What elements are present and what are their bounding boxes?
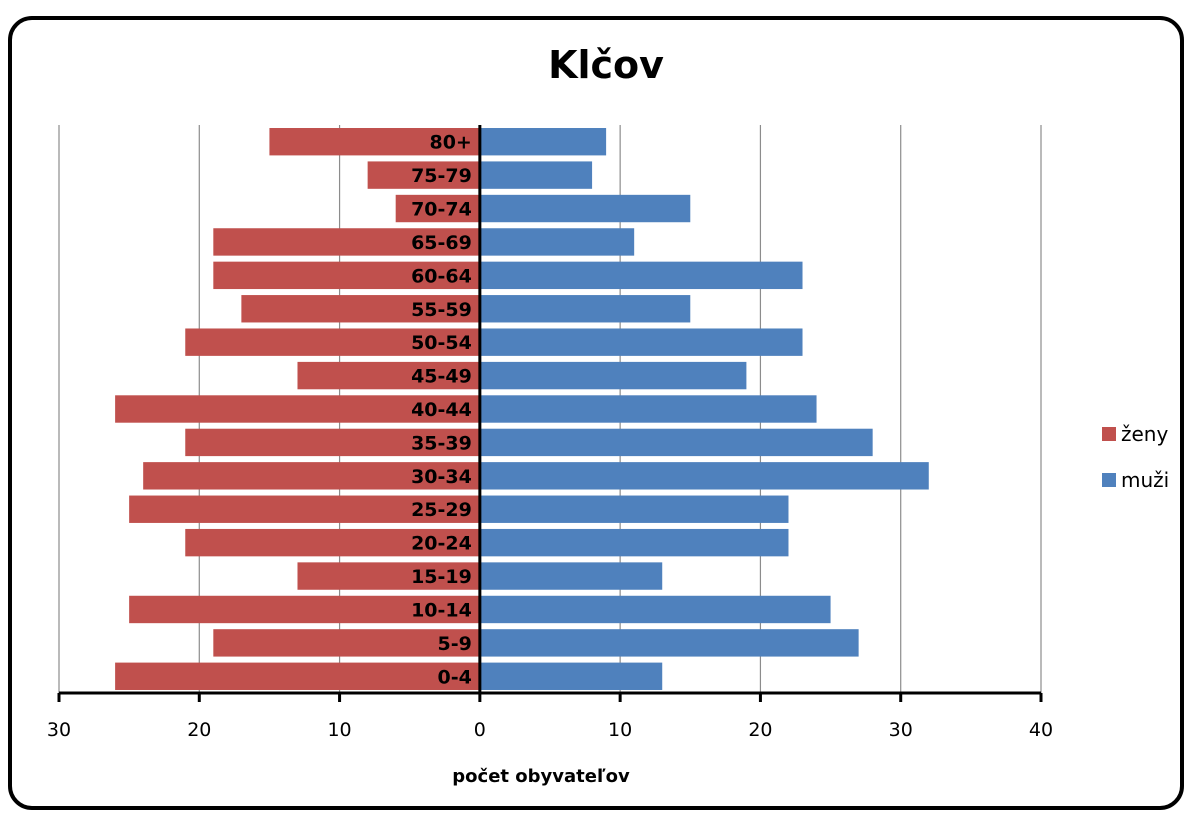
bar-muzi-75-79 <box>479 161 593 189</box>
category-label-10-14: 10-14 <box>411 599 472 621</box>
category-label-0-4: 0-4 <box>438 666 472 688</box>
bar-muzi-15-19 <box>479 562 663 590</box>
bar-muzi-40-44 <box>479 395 817 423</box>
legend-swatch-ženy <box>1102 427 1116 441</box>
x-tick-label: 10 <box>327 719 351 741</box>
category-label-25-29: 25-29 <box>411 499 472 521</box>
x-tick-label: 40 <box>1029 719 1053 741</box>
category-labels: 0-4 5-9 10-14 15-19 20-24 25-29 30-34 35-39 40-4… <box>411 132 472 689</box>
category-label-15-19: 15-19 <box>411 566 472 588</box>
bar-zeny-70-74 <box>395 194 480 223</box>
category-label-20-24: 20-24 <box>411 533 472 555</box>
bar-zeny-55-59 <box>241 295 480 323</box>
bar-zeny-20-24 <box>185 528 480 557</box>
bar-muzi-5-9 <box>479 629 859 657</box>
bar-muzi-20-24 <box>479 528 789 557</box>
category-label-50-54: 50-54 <box>411 332 472 354</box>
x-tick-label: 10 <box>608 719 632 741</box>
x-axis-title: počet obyvateľov <box>452 766 630 787</box>
tick-labels: 30 20 10 0 10 20 30 40 <box>47 719 1053 741</box>
legend-swatch-muži <box>1102 473 1116 487</box>
bar-zeny-30-34 <box>143 462 480 490</box>
x-tick-label: 20 <box>748 719 772 741</box>
bar-muzi-35-39 <box>479 428 873 457</box>
category-label-40-44: 40-44 <box>411 399 472 421</box>
legend-label-ženy: ženy <box>1121 422 1168 446</box>
category-label-45-49: 45-49 <box>411 366 472 388</box>
bar-muzi-70-74 <box>479 194 691 223</box>
category-label-65-69: 65-69 <box>411 232 472 254</box>
category-label-55-59: 55-59 <box>411 299 472 321</box>
category-label-30-34: 30-34 <box>411 466 472 488</box>
category-label-70-74: 70-74 <box>411 199 472 221</box>
bar-zeny-25-29 <box>129 495 480 523</box>
bar-zeny-75-79 <box>367 161 480 189</box>
chart-title: Klčov <box>548 43 664 87</box>
bar-zeny-0-4 <box>115 662 480 690</box>
bar-muzi-10-14 <box>479 595 831 624</box>
category-label-75-79: 75-79 <box>411 165 472 187</box>
axes <box>57 125 1043 702</box>
bar-muzi-30-34 <box>479 462 929 490</box>
bar-muzi-50-54 <box>479 328 803 356</box>
bar-zeny-15-19 <box>297 562 480 590</box>
category-label-5-9: 5-9 <box>438 633 472 655</box>
x-tick-label: 30 <box>889 719 913 741</box>
x-tick-label: 20 <box>187 719 211 741</box>
category-label-80+: 80+ <box>429 132 471 154</box>
bar-zeny-65-69 <box>213 228 480 256</box>
bar-zeny-80+ <box>269 128 480 156</box>
bar-muzi-80+ <box>479 128 607 156</box>
legend: ženy muži <box>1102 422 1169 492</box>
bar-zeny-5-9 <box>213 629 480 657</box>
bar-zeny-45-49 <box>297 361 480 390</box>
bar-muzi-0-4 <box>479 662 663 690</box>
bar-zeny-50-54 <box>185 328 480 356</box>
bar-muzi-55-59 <box>479 295 691 323</box>
bar-muzi-65-69 <box>479 228 635 256</box>
legend-label-muži: muži <box>1121 468 1169 492</box>
x-tick-label: 0 <box>474 719 486 741</box>
bar-muzi-25-29 <box>479 495 789 523</box>
category-label-60-64: 60-64 <box>411 265 472 287</box>
x-tick-label: 30 <box>47 719 71 741</box>
bars <box>115 128 929 690</box>
bar-zeny-10-14 <box>129 595 480 624</box>
bar-zeny-60-64 <box>213 261 480 290</box>
bar-zeny-40-44 <box>115 395 480 423</box>
bar-muzi-60-64 <box>479 261 803 290</box>
category-label-35-39: 35-39 <box>411 432 472 454</box>
bar-zeny-35-39 <box>185 428 480 457</box>
bar-muzi-45-49 <box>479 361 747 390</box>
